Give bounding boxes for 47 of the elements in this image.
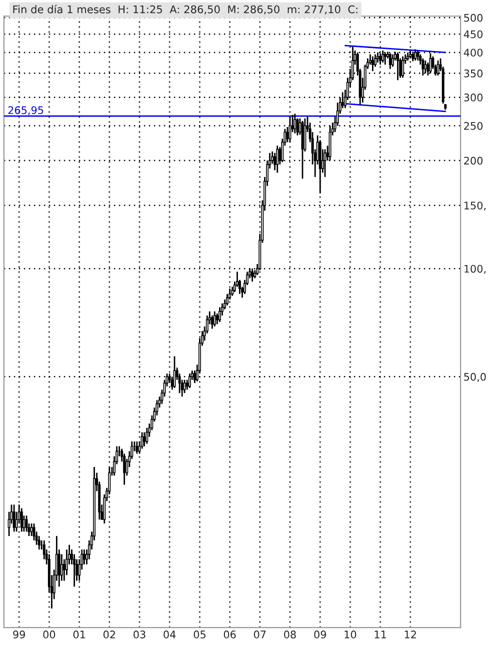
candlestick [213, 310, 216, 328]
y-tick-label: 50,0 [464, 372, 486, 382]
y-tick-label: 150, [464, 202, 486, 211]
x-tick-label: 05 [194, 630, 206, 638]
ref-line-label: 265,95 [8, 106, 44, 116]
candlestick [412, 50, 414, 62]
x-tick-label: 02 [103, 630, 115, 638]
candlestick [146, 427, 148, 445]
x-tick-label: 00 [43, 630, 56, 638]
candlestick [188, 372, 191, 389]
candlestick [136, 440, 138, 454]
candlestick [414, 48, 417, 62]
x-tick-label: 07 [254, 630, 266, 638]
candlestick [73, 554, 76, 588]
candlestick [210, 314, 214, 330]
x-tick-label: 01 [73, 630, 85, 638]
x-tick-label: 10 [344, 630, 356, 638]
x-tick-label: 08 [284, 630, 296, 638]
candlestick [296, 118, 299, 136]
y-tick-label: 250 [464, 122, 483, 130]
candlestick [218, 306, 221, 323]
candlestick [30, 522, 33, 537]
x-tick-label: 12 [404, 630, 416, 638]
candlestick [82, 548, 86, 566]
y-tick-label: 500 [464, 14, 483, 22]
candlestick [173, 356, 176, 389]
candlestick [183, 379, 186, 394]
y-tick-label: 350 [464, 70, 483, 78]
y-tick-label: 100, [464, 264, 486, 274]
y-tick-label: 400 [464, 48, 483, 57]
candlestick [12, 504, 16, 532]
candlestick [38, 535, 40, 550]
x-tick-label: 99 [13, 630, 25, 638]
x-tick-label: 04 [164, 630, 176, 638]
chart-title: Fin de día 1 meses H: 11:25 A: 286,50 M: 286,50 m: 277,10 C: [13, 4, 358, 14]
x-tick-label: 06 [224, 630, 236, 638]
y-tick-label: 200 [464, 156, 483, 165]
x-tick-label: 03 [134, 630, 146, 638]
candlestick [276, 144, 279, 174]
y-tick-label: 300 [464, 94, 483, 102]
x-tick-label: 11 [374, 630, 386, 638]
candlestick [391, 54, 394, 68]
x-tick-label: 09 [314, 630, 326, 638]
candlestick [143, 432, 146, 447]
y-tick-label: 450 [464, 30, 483, 38]
candlestick [294, 113, 296, 134]
candlestick [371, 56, 374, 72]
